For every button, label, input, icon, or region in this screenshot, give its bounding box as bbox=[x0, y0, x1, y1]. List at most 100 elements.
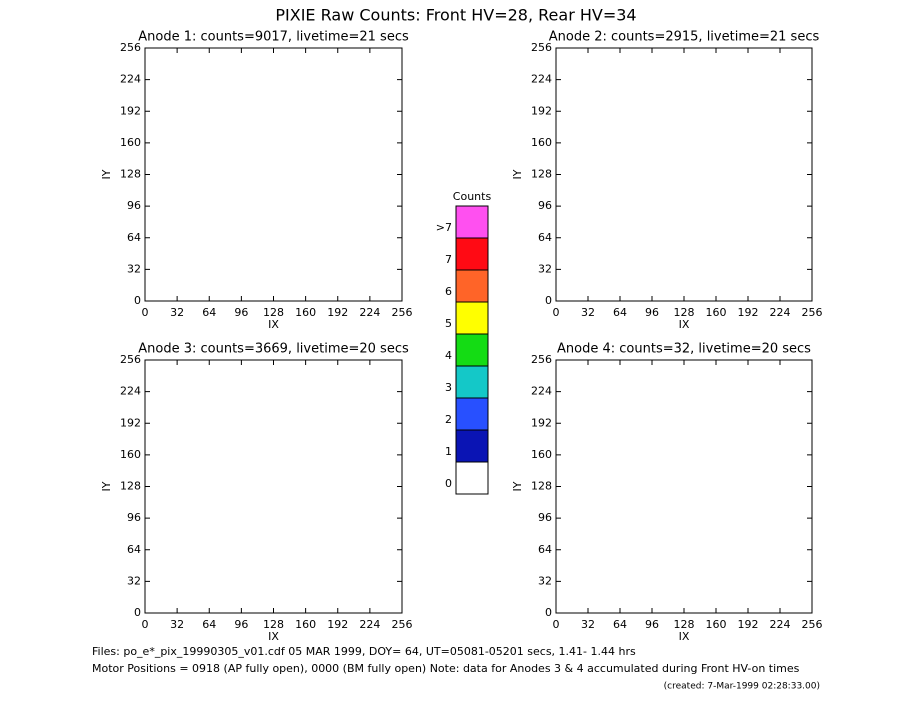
footer-motor: Motor Positions = 0918 (AP fully open), … bbox=[92, 662, 800, 675]
colorbar-label: 4 bbox=[445, 349, 452, 362]
x-tick-label: 224 bbox=[359, 618, 380, 631]
y-tick-label: 192 bbox=[531, 416, 552, 429]
y-tick-label: 160 bbox=[120, 448, 141, 461]
y-tick-label: 32 bbox=[538, 574, 552, 587]
y-tick-label: 32 bbox=[538, 262, 552, 275]
y-tick-label: 256 bbox=[531, 353, 552, 366]
y-tick-label: 224 bbox=[531, 73, 552, 86]
colorbar-label: 2 bbox=[445, 413, 452, 426]
x-tick-label: 192 bbox=[738, 618, 759, 631]
colorbar-swatch bbox=[455, 365, 489, 399]
x-tick-label: 256 bbox=[392, 306, 413, 319]
plot-frame bbox=[144, 47, 403, 302]
x-axis-label: IX bbox=[268, 630, 279, 643]
y-tick-label: 128 bbox=[120, 168, 141, 181]
x-tick-label: 32 bbox=[170, 306, 184, 319]
y-tick-label: 160 bbox=[531, 136, 552, 149]
y-tick-label: 64 bbox=[127, 231, 141, 244]
x-tick-label: 160 bbox=[295, 618, 316, 631]
y-tick-label: 256 bbox=[120, 353, 141, 366]
y-tick-label: 192 bbox=[120, 104, 141, 117]
y-tick-label: 32 bbox=[127, 574, 141, 587]
y-tick-label: 96 bbox=[538, 199, 552, 212]
x-tick-label: 128 bbox=[263, 618, 284, 631]
x-tick-label: 192 bbox=[738, 306, 759, 319]
y-tick-label: 64 bbox=[538, 543, 552, 556]
colorbar-label: 1 bbox=[445, 445, 452, 458]
y-tick-label: 224 bbox=[531, 385, 552, 398]
x-tick-label: 32 bbox=[170, 618, 184, 631]
y-tick-label: 0 bbox=[545, 294, 552, 307]
x-tick-label: 128 bbox=[263, 306, 284, 319]
panel-title: Anode 1: counts=9017, livetime=21 secs bbox=[138, 30, 409, 45]
colorbar-swatch bbox=[455, 333, 489, 367]
x-tick-label: 160 bbox=[295, 306, 316, 319]
x-tick-label: 160 bbox=[706, 618, 727, 631]
y-tick-label: 0 bbox=[545, 606, 552, 619]
x-tick-label: 32 bbox=[581, 306, 595, 319]
x-tick-label: 224 bbox=[770, 618, 791, 631]
colorbar-label: 0 bbox=[445, 477, 452, 490]
y-tick-label: 128 bbox=[531, 168, 552, 181]
y-tick-label: 256 bbox=[120, 41, 141, 54]
colorbar-swatch bbox=[455, 461, 489, 495]
x-tick-label: 128 bbox=[674, 306, 695, 319]
colorbar-label: 6 bbox=[445, 285, 452, 298]
x-tick-label: 96 bbox=[645, 306, 659, 319]
x-tick-label: 224 bbox=[359, 306, 380, 319]
x-tick-label: 160 bbox=[706, 306, 727, 319]
x-tick-label: 64 bbox=[202, 618, 216, 631]
x-tick-label: 96 bbox=[234, 618, 248, 631]
y-tick-label: 96 bbox=[538, 511, 552, 524]
colorbar-swatch bbox=[455, 429, 489, 463]
colorbar-title: Counts bbox=[453, 190, 492, 203]
x-tick-label: 224 bbox=[770, 306, 791, 319]
y-tick-label: 128 bbox=[531, 480, 552, 493]
panel-title: Anode 2: counts=2915, livetime=21 secs bbox=[549, 30, 820, 45]
x-tick-label: 32 bbox=[581, 618, 595, 631]
x-tick-label: 128 bbox=[674, 618, 695, 631]
y-tick-label: 160 bbox=[120, 136, 141, 149]
x-tick-label: 192 bbox=[327, 306, 348, 319]
x-tick-label: 64 bbox=[613, 306, 627, 319]
x-tick-label: 64 bbox=[202, 306, 216, 319]
y-tick-label: 64 bbox=[538, 231, 552, 244]
y-tick-label: 96 bbox=[127, 511, 141, 524]
panel-title: Anode 4: counts=32, livetime=20 secs bbox=[557, 342, 811, 357]
y-tick-label: 96 bbox=[127, 199, 141, 212]
y-tick-label: 224 bbox=[120, 385, 141, 398]
y-tick-label: 192 bbox=[531, 104, 552, 117]
y-tick-label: 256 bbox=[531, 41, 552, 54]
colorbar-swatch bbox=[455, 269, 489, 303]
y-tick-label: 32 bbox=[127, 262, 141, 275]
panel-title: Anode 3: counts=3669, livetime=20 secs bbox=[138, 342, 409, 357]
plot-frame bbox=[144, 359, 403, 614]
x-axis-label: IX bbox=[679, 318, 690, 331]
x-tick-label: 256 bbox=[802, 618, 823, 631]
y-tick-label: 0 bbox=[134, 606, 141, 619]
page-title: PIXIE Raw Counts: Front HV=28, Rear HV=3… bbox=[275, 6, 636, 25]
footer-files: Files: po_e*_pix_19990305_v01.cdf 05 MAR… bbox=[92, 645, 636, 658]
x-tick-label: 0 bbox=[553, 306, 560, 319]
x-tick-label: 0 bbox=[553, 618, 560, 631]
y-tick-label: 128 bbox=[120, 480, 141, 493]
colorbar-swatch bbox=[455, 301, 489, 335]
y-axis-label: IY bbox=[511, 169, 524, 179]
colorbar-label: 7 bbox=[445, 253, 452, 266]
y-tick-label: 0 bbox=[134, 294, 141, 307]
x-tick-label: 192 bbox=[327, 618, 348, 631]
x-tick-label: 256 bbox=[392, 618, 413, 631]
colorbar-swatch bbox=[455, 205, 489, 239]
y-tick-label: 224 bbox=[120, 73, 141, 86]
y-axis-label: IY bbox=[100, 481, 113, 491]
colorbar-label: 3 bbox=[445, 381, 452, 394]
plot-frame bbox=[555, 47, 813, 302]
colorbar-label: 5 bbox=[445, 317, 452, 330]
y-axis-label: IY bbox=[511, 481, 524, 491]
y-tick-label: 160 bbox=[531, 448, 552, 461]
y-tick-label: 64 bbox=[127, 543, 141, 556]
x-tick-label: 0 bbox=[142, 618, 149, 631]
x-tick-label: 64 bbox=[613, 618, 627, 631]
footer-created: (created: 7-Mar-1999 02:28:33.00) bbox=[664, 682, 820, 692]
x-tick-label: 256 bbox=[802, 306, 823, 319]
